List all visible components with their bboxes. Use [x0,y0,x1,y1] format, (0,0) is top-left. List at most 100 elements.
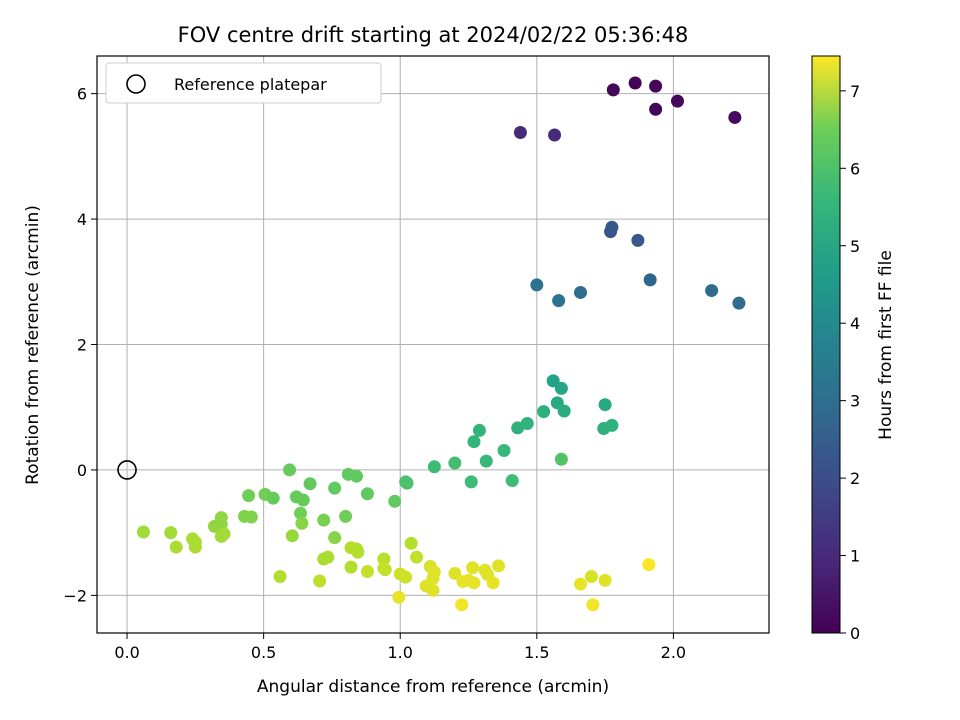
data-point [628,76,642,90]
data-point [728,110,742,124]
data-point [388,494,402,508]
colorbar-tick-label: 7 [850,82,860,101]
data-point [410,550,424,564]
data-point [492,559,506,573]
data-point [606,83,620,97]
data-point [164,526,178,540]
y-tick-label: 0 [77,461,87,480]
y-tick-label: 6 [77,85,87,104]
data-point [466,561,480,575]
x-tick-label: 0.0 [114,643,139,662]
data-point [377,552,391,566]
data-point [554,381,568,395]
data-point [584,570,598,584]
x-tick-label: 1.5 [524,643,549,662]
data-point [705,284,719,298]
data-point [207,519,221,533]
data-point [467,576,481,590]
legend-box [105,62,382,104]
data-point [479,454,493,468]
data-point [586,598,600,612]
colorbar-label: Hours from first FF file [876,250,896,440]
data-point [497,443,511,457]
data-point [455,598,469,612]
data-point [513,126,527,140]
data-point [448,566,462,580]
legend: Reference platepar [105,62,382,104]
data-point [136,525,150,539]
data-point [294,506,308,520]
data-point [273,570,287,584]
data-point [360,487,374,501]
data-point [643,273,657,287]
data-point [285,529,299,543]
data-point [295,516,309,530]
data-point [597,422,611,436]
data-point [598,573,612,587]
data-point [328,481,342,495]
colorbar-tick-label: 0 [850,624,860,643]
y-tick-label: 4 [77,210,87,229]
colorbar: 0 1 2 3 4 5 6 7 Hours from first FF file [811,55,896,643]
data-point [313,574,327,588]
data-point [552,294,566,308]
data-point [574,577,588,591]
data-point [732,296,746,310]
data-point [350,469,364,483]
data-point [631,233,645,247]
reference-platepar-marker [117,460,137,480]
y-tick-label: −2 [63,586,87,605]
data-point [400,476,414,490]
data-point [530,278,544,292]
data-point [339,509,353,523]
data-point [649,102,663,116]
data-point [303,477,317,491]
data-point [344,560,358,574]
data-point [426,583,440,597]
data-point [392,590,406,604]
colorbar-tick-label: 3 [850,392,860,411]
data-point [214,529,228,543]
scatter-points [136,76,746,612]
data-point [266,491,280,505]
data-point [557,404,571,418]
data-point [486,576,500,590]
data-point [283,463,297,477]
x-tick-label: 0.5 [251,643,276,662]
data-point [399,570,413,584]
data-point [505,474,519,488]
data-point [511,421,525,435]
data-point [244,510,258,524]
data-point [188,540,202,554]
colorbar-tick-label: 2 [850,469,860,488]
colorbar-ticks: 0 1 2 3 4 5 6 7 [840,82,860,643]
data-point [472,423,486,437]
legend-entry-reference: Reference platepar [174,75,327,94]
data-point [554,452,568,466]
data-point [360,565,374,579]
colorbar-tick-label: 1 [850,547,860,566]
x-axis-label: Angular distance from reference (arcmin) [257,677,609,697]
data-point [670,94,684,108]
y-tick-label: 2 [77,336,87,355]
x-tick-label: 1.0 [387,643,412,662]
data-point [604,225,618,239]
data-point [546,374,560,388]
colorbar-tick-label: 4 [850,314,860,333]
data-point [574,285,588,299]
data-point [317,552,331,566]
data-point [169,540,183,554]
y-axis-label: Rotation from reference (arcmin) [23,205,43,485]
colorbar-tick-label: 6 [850,159,860,178]
y-axis-ticks: −2 0 2 4 6 [63,85,97,605]
data-point [328,531,342,545]
chart-title: FOV centre drift starting at 2024/02/22 … [178,23,689,47]
x-tick-label: 2.0 [661,643,686,662]
data-point [448,456,462,470]
data-point [598,398,612,412]
data-point [378,563,392,577]
data-point [548,128,562,142]
data-point [427,460,441,474]
data-point [649,79,663,93]
